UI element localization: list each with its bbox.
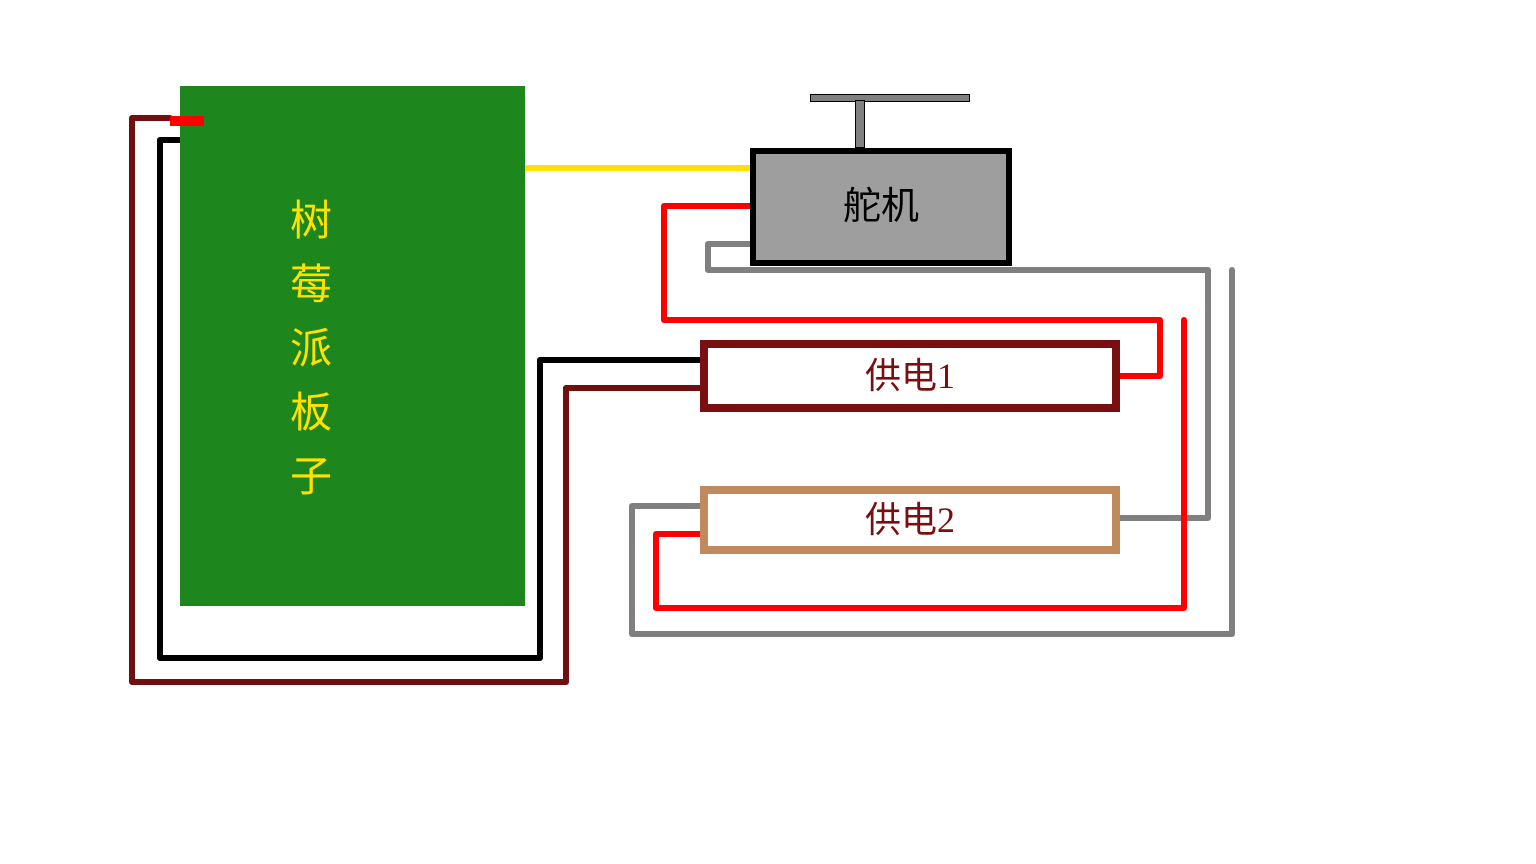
servo-shaft xyxy=(855,100,865,148)
raspberry-pi-board xyxy=(180,86,525,606)
power-supply-1-label: 供电1 xyxy=(865,358,955,394)
power-supply-2-label: 供电2 xyxy=(865,502,955,538)
raspberry-pi-label: 树莓派板子 xyxy=(290,190,332,510)
servo-horn xyxy=(810,94,970,102)
servo-label: 舵机 xyxy=(843,188,919,226)
pi-red-terminal xyxy=(170,116,204,126)
